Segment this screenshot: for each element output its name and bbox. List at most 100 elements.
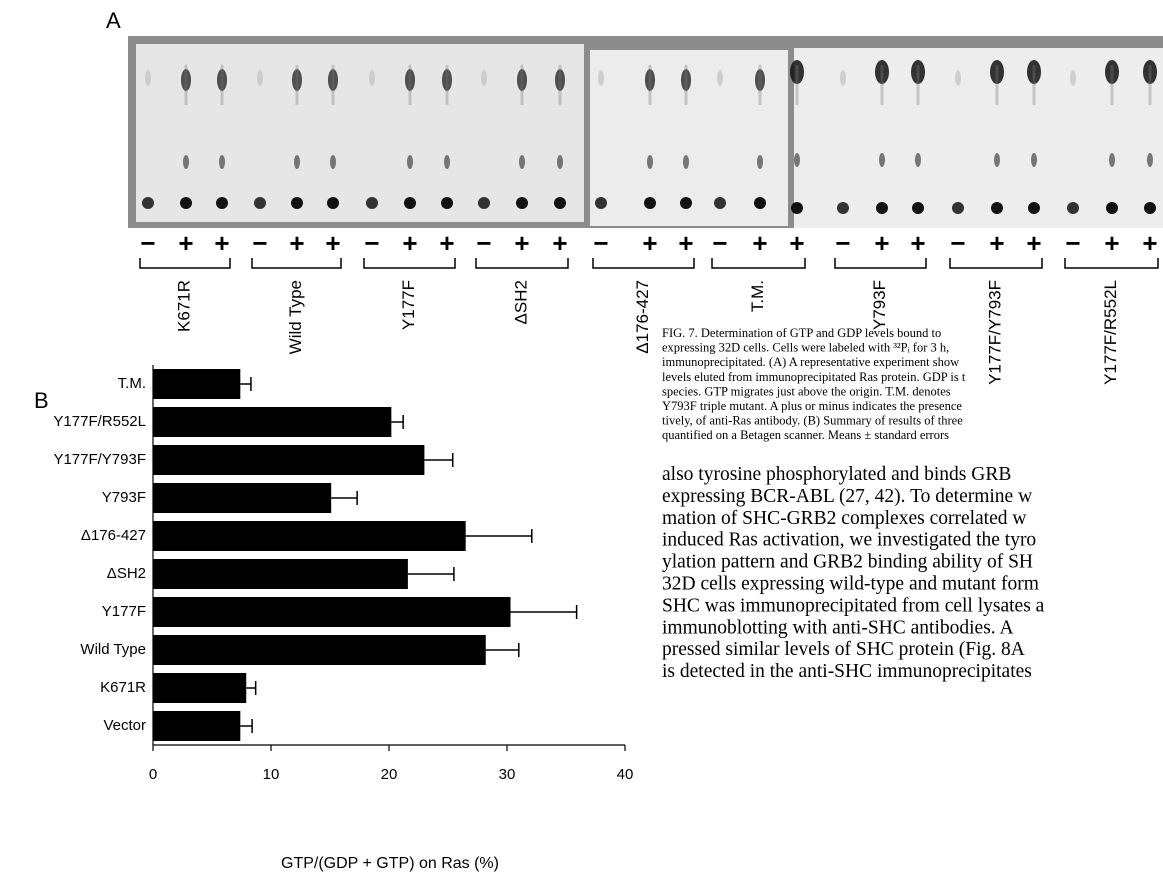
origin-spot xyxy=(254,197,266,209)
gdp-smear xyxy=(332,65,335,105)
faint-spot xyxy=(369,70,375,86)
lane-sign: + xyxy=(325,228,340,258)
gtp-spot xyxy=(1147,153,1153,167)
caption-line: FIG. 7. Determination of GTP and GDP lev… xyxy=(662,326,941,340)
gdp-smear xyxy=(796,65,799,105)
gdp-smear xyxy=(521,65,524,105)
x-tick-label: 20 xyxy=(381,766,398,783)
origin-spot xyxy=(180,197,192,209)
group-label: Y177F/R552L xyxy=(1101,280,1120,385)
origin-spot xyxy=(644,197,656,209)
gtp-spot xyxy=(183,155,189,169)
group-bracket xyxy=(476,258,568,268)
gtp-spot xyxy=(330,155,336,169)
origin-spot xyxy=(1028,202,1040,214)
gtp-spot xyxy=(294,155,300,169)
origin-spot xyxy=(554,197,566,209)
caption-line: quantified on a Betagen scanner. Means ±… xyxy=(662,428,949,442)
faint-spot xyxy=(955,70,961,86)
gtp-spot xyxy=(219,155,225,169)
origin-spot xyxy=(291,197,303,209)
y-tick-label: ΔSH2 xyxy=(107,565,146,582)
x-tick-label: 10 xyxy=(263,766,280,783)
lane-sign: + xyxy=(752,228,767,258)
faint-spot xyxy=(717,70,723,86)
y-tick-label: Wild Type xyxy=(80,641,146,658)
origin-spot xyxy=(791,202,803,214)
gtp-spot xyxy=(794,153,800,167)
origin-spot xyxy=(754,197,766,209)
gdp-smear xyxy=(1033,65,1036,105)
lane-sign: − xyxy=(140,228,155,258)
body-line: expressing BCR-ABL (27, 42). To determin… xyxy=(662,486,1032,507)
origin-spot xyxy=(876,202,888,214)
lane-sign: + xyxy=(989,228,1004,258)
gel-panel xyxy=(136,44,584,222)
origin-spot xyxy=(516,197,528,209)
y-tick-label: Y177F xyxy=(102,603,146,620)
origin-spot xyxy=(478,197,490,209)
gtp-spot xyxy=(757,155,763,169)
origin-spot xyxy=(912,202,924,214)
lane-sign: − xyxy=(1065,228,1080,258)
gtp-spot xyxy=(407,155,413,169)
caption-line: species. GTP migrates just above the ori… xyxy=(662,384,951,398)
bar xyxy=(153,559,408,589)
gdp-smear xyxy=(685,65,688,105)
caption-line: immunoprecipitated. (A) A representative… xyxy=(662,355,959,369)
y-tick-label: Vector xyxy=(103,717,146,734)
lane-sign: + xyxy=(678,228,693,258)
x-tick-label: 30 xyxy=(499,766,516,783)
gdp-smear xyxy=(881,65,884,105)
caption-line: levels eluted from immunoprecipitated Ra… xyxy=(662,370,966,384)
lane-sign: + xyxy=(1142,228,1157,258)
origin-spot xyxy=(441,197,453,209)
bar xyxy=(153,369,240,399)
gdp-smear xyxy=(917,65,920,105)
lane-sign: + xyxy=(552,228,567,258)
gdp-smear xyxy=(221,65,224,105)
caption-line: Y793F triple mutant. A plus or minus ind… xyxy=(662,399,962,413)
group-label: ΔSH2 xyxy=(511,280,530,324)
group-label: K671R xyxy=(174,280,193,332)
gdp-smear xyxy=(559,65,562,105)
group-label: T.M. xyxy=(748,280,767,312)
faint-spot xyxy=(1070,70,1076,86)
faint-spot xyxy=(481,70,487,86)
gdp-smear xyxy=(996,65,999,105)
x-axis-label: GTP/(GDP + GTP) on Ras (%) xyxy=(281,855,499,872)
lane-sign: + xyxy=(439,228,454,258)
gtp-spot xyxy=(879,153,885,167)
body-line: mation of SHC-GRB2 complexes correlated … xyxy=(662,508,1026,529)
gtp-spot xyxy=(557,155,563,169)
origin-spot xyxy=(1106,202,1118,214)
body-line: 32D cells expressing wild-type and mutan… xyxy=(662,574,1039,595)
origin-spot xyxy=(837,202,849,214)
lane-sign: + xyxy=(214,228,229,258)
body-line: ylation pattern and GRB2 binding ability… xyxy=(662,552,1033,573)
gdp-smear xyxy=(1149,65,1152,105)
body-line: induced Ras activation, we investigated … xyxy=(662,530,1036,551)
bar xyxy=(153,407,391,437)
lane-sign: − xyxy=(950,228,965,258)
group-label: Y793F xyxy=(870,280,889,330)
panel-label: A xyxy=(106,8,121,33)
origin-spot xyxy=(680,197,692,209)
group-label: Wild Type xyxy=(286,280,305,354)
y-tick-label: T.M. xyxy=(118,375,146,392)
lane-sign: + xyxy=(514,228,529,258)
origin-spot xyxy=(991,202,1003,214)
gdp-smear xyxy=(446,65,449,105)
gtp-spot xyxy=(444,155,450,169)
group-label: Y177F/Y793F xyxy=(985,280,1004,385)
group-bracket xyxy=(140,258,230,268)
origin-spot xyxy=(1067,202,1079,214)
gdp-smear xyxy=(185,65,188,105)
faint-spot xyxy=(145,70,151,86)
group-bracket xyxy=(364,258,455,268)
body-line: is detected in the anti-SHC immunoprecip… xyxy=(662,661,1032,682)
group-label: Δ176-427 xyxy=(633,280,652,354)
faint-spot xyxy=(257,70,263,86)
group-bracket xyxy=(950,258,1042,268)
gtp-spot xyxy=(683,155,689,169)
